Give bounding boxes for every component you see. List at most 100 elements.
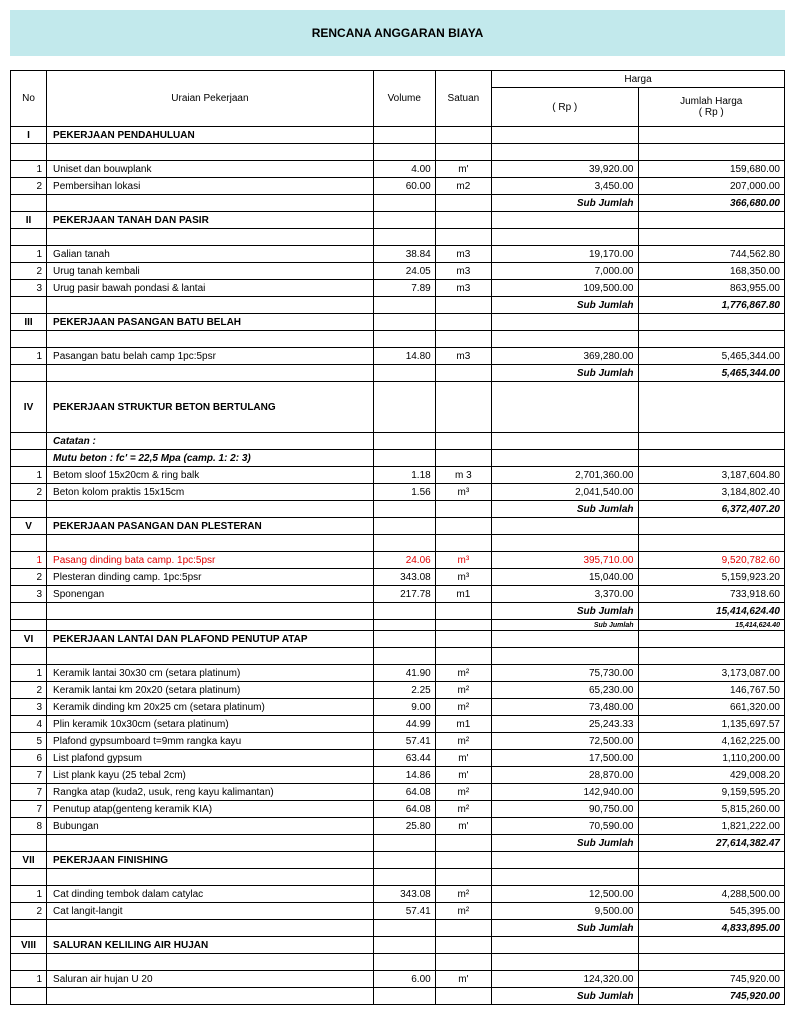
subtotal-label: Sub Jumlah [492,620,638,631]
cell [638,518,785,535]
cell [47,954,374,971]
section-roman: V [11,518,47,535]
row-no: 1 [11,348,47,365]
row-desc: Galian tanah [47,246,374,263]
cell [492,433,638,450]
cell [435,869,491,886]
row-desc: Saluran air hujan U 20 [47,971,374,988]
cell [435,603,491,620]
row-rp: 28,870.00 [492,767,638,784]
cell [435,229,491,246]
cell [435,988,491,1005]
row-vol: 9.00 [373,699,435,716]
cell [492,518,638,535]
row-total: 744,562.80 [638,246,785,263]
row-desc: Betom sloof 15x20cm & ring balk [47,467,374,484]
cell [11,535,47,552]
row-total: 4,288,500.00 [638,886,785,903]
cell [492,127,638,144]
cell [435,433,491,450]
row-rp: 3,370.00 [492,586,638,603]
cell [47,195,374,212]
row-rp: 70,590.00 [492,818,638,835]
row-rp: 65,230.00 [492,682,638,699]
row-sat: m' [435,767,491,784]
cell [492,937,638,954]
cell [435,297,491,314]
cell [435,835,491,852]
row-rp: 12,500.00 [492,886,638,903]
cell [435,314,491,331]
row-total: 733,918.60 [638,586,785,603]
row-desc: Cat dinding tembok dalam catylac [47,886,374,903]
row-rp: 90,750.00 [492,801,638,818]
row-no: 2 [11,178,47,195]
cell [435,365,491,382]
subtotal-value: 27,614,382.47 [638,835,785,852]
cell [373,603,435,620]
section-roman: III [11,314,47,331]
row-vol: 64.08 [373,801,435,818]
cell [11,954,47,971]
row-total: 5,159,923.20 [638,569,785,586]
cell [47,144,374,161]
cell [11,603,47,620]
cell [373,195,435,212]
row-desc: Urug tanah kembali [47,263,374,280]
row-desc: Beton kolom praktis 15x15cm [47,484,374,501]
cell [638,229,785,246]
cell [11,433,47,450]
row-rp: 2,701,360.00 [492,467,638,484]
cell [435,535,491,552]
cell [373,450,435,467]
cell [11,297,47,314]
cell [638,450,785,467]
subtotal-label: Sub Jumlah [492,195,638,212]
cell [11,195,47,212]
row-vol: 343.08 [373,569,435,586]
table-header: No Uraian Pekerjaan Volume Satuan Harga … [11,71,785,127]
row-total: 545,395.00 [638,903,785,920]
cell [373,297,435,314]
cell [492,954,638,971]
header-sat: Satuan [435,71,491,127]
row-total: 207,000.00 [638,178,785,195]
row-no: 1 [11,886,47,903]
row-desc: Rangka atap (kuda2, usuk, reng kayu kali… [47,784,374,801]
row-no: 1 [11,467,47,484]
row-no: 6 [11,750,47,767]
cell [638,937,785,954]
cell [638,382,785,433]
row-rp: 25,243.33 [492,716,638,733]
cell [638,127,785,144]
subtotal-label: Sub Jumlah [492,835,638,852]
row-sat: m³ [435,569,491,586]
cell [47,988,374,1005]
cell [47,535,374,552]
cell [638,331,785,348]
row-total: 4,162,225.00 [638,733,785,750]
row-vol: 4.00 [373,161,435,178]
row-total: 9,159,595.20 [638,784,785,801]
header-desc: Uraian Pekerjaan [47,71,374,127]
section-roman: VII [11,852,47,869]
row-sat: m³ [435,552,491,569]
section-title: PEKERJAAN PASANGAN BATU BELAH [47,314,374,331]
row-rp: 72,500.00 [492,733,638,750]
cell [373,229,435,246]
cell [638,954,785,971]
row-sat: m² [435,886,491,903]
cell [435,937,491,954]
row-total: 1,135,697.57 [638,716,785,733]
row-sat: m² [435,903,491,920]
cell [435,450,491,467]
subtotal-value: 6,372,407.20 [638,501,785,518]
subtotal-value: 15,414,624.40 [638,620,785,631]
cell [435,144,491,161]
cell [435,620,491,631]
cell [11,620,47,631]
cell [435,382,491,433]
row-no: 2 [11,569,47,586]
cell [47,297,374,314]
cell [11,988,47,1005]
